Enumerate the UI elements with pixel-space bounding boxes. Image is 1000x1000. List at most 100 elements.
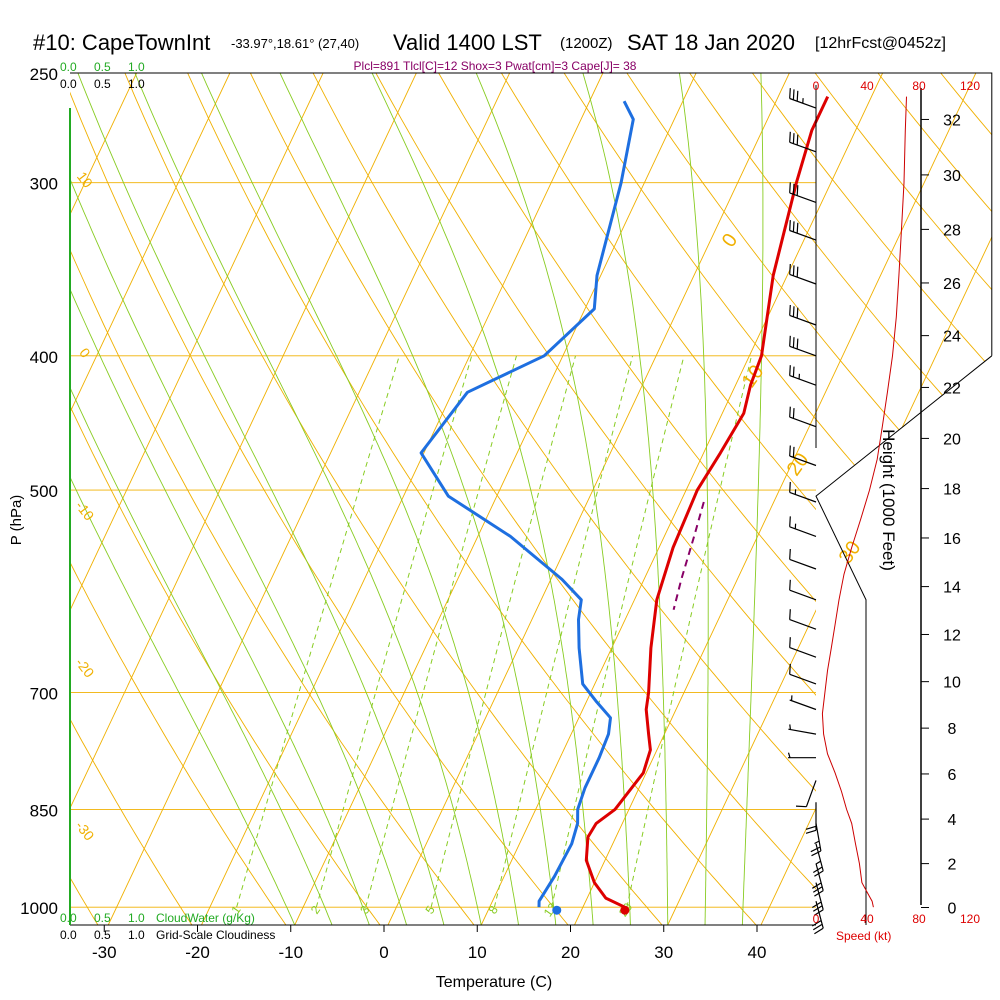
sounding-profiles bbox=[419, 95, 830, 915]
station-title: #10: CapeTownInt bbox=[33, 30, 210, 55]
speed-tick-bottom: 0 bbox=[813, 912, 820, 926]
temperature-tick-label: -10 bbox=[278, 943, 303, 962]
cloudiness-tick-top: 0.5 bbox=[94, 77, 111, 91]
moist-adiabat-line bbox=[70, 73, 333, 925]
dry-adiabat-label: 10 bbox=[74, 169, 96, 191]
pressure-tick-label: 1000 bbox=[20, 899, 58, 918]
wind-barb bbox=[789, 335, 817, 357]
cloudiness-tick-top: 1.0 bbox=[128, 77, 145, 91]
y-axis-label: P (hPa) bbox=[8, 495, 25, 546]
height-tick-label: 24 bbox=[943, 329, 961, 346]
dry-adiabat-line bbox=[752, 73, 992, 925]
moist-adiabat-line bbox=[70, 73, 408, 925]
dry-adiabat-line bbox=[689, 73, 992, 925]
wind-barb bbox=[789, 88, 817, 109]
speed-scale-bottom: 0 40 80 120 Speed (kt) bbox=[813, 912, 981, 943]
height-tick-label: 8 bbox=[948, 721, 957, 738]
height-tick-label: 12 bbox=[943, 627, 961, 644]
wind-barb bbox=[789, 481, 817, 503]
mixing-ratio-line bbox=[551, 355, 685, 908]
dry-adiabat-line bbox=[70, 73, 193, 925]
isotherm-line bbox=[387, 73, 790, 925]
dry-adiabat-line bbox=[249, 73, 851, 925]
wind-barb bbox=[810, 823, 822, 857]
mixing-ratio-line bbox=[626, 355, 752, 908]
mixing-ratio-line bbox=[315, 355, 473, 908]
wind-barb bbox=[789, 579, 817, 601]
forecast-date: SAT 18 Jan 2020 bbox=[627, 30, 795, 55]
temperature-tick-label: 30 bbox=[654, 943, 673, 962]
isotherm-line bbox=[853, 73, 992, 925]
cloudwater-tick-bottom: 0.0 bbox=[60, 911, 77, 925]
mixing-ratio-line bbox=[236, 355, 400, 908]
moist-adiabat-line bbox=[201, 73, 519, 925]
height-tick-label: 4 bbox=[948, 812, 957, 829]
moist-adiabat-line bbox=[70, 73, 370, 925]
dry-adiabat-line bbox=[940, 73, 992, 925]
height-tick-label: 20 bbox=[943, 431, 961, 448]
wind-barb bbox=[789, 637, 817, 658]
wind-barb bbox=[788, 724, 817, 735]
height-tick-label: 2 bbox=[948, 857, 957, 874]
cloudwater-tick-bottom: 0.5 bbox=[94, 911, 111, 925]
temperature-tick-label: 10 bbox=[468, 943, 487, 962]
dry-adiabat-line bbox=[375, 73, 992, 925]
wind-barb bbox=[789, 695, 817, 711]
mixing-ratio-line bbox=[365, 355, 517, 908]
height-tick-label: 22 bbox=[943, 380, 961, 397]
wind-barb bbox=[789, 220, 817, 241]
moist-adiabat-line bbox=[70, 119, 296, 925]
utc-time: (1200Z) bbox=[560, 35, 613, 52]
dry-adiabat-line bbox=[187, 73, 757, 925]
speed-tick-bottom: 120 bbox=[960, 912, 980, 926]
wind-barb bbox=[789, 182, 817, 203]
height-tick-label: 30 bbox=[943, 168, 961, 185]
dry-adiabat-line bbox=[124, 73, 663, 925]
wind-barb bbox=[789, 548, 817, 570]
wind-barb bbox=[811, 901, 824, 935]
mixing-ratio-label: 2 bbox=[308, 903, 323, 917]
wind-barb bbox=[787, 752, 816, 759]
wind-barb bbox=[789, 406, 817, 428]
pressure-tick-label: 400 bbox=[30, 348, 58, 367]
cloudwater-tick-top: 0.0 bbox=[60, 60, 77, 74]
height-tick-label: 28 bbox=[943, 222, 961, 239]
height-tick-label: 6 bbox=[948, 767, 957, 784]
isotherm-line bbox=[480, 73, 884, 925]
speed-tick-top: 0 bbox=[813, 79, 820, 93]
temperature-tick-label: 0 bbox=[379, 943, 388, 962]
cloudiness-tick-bottom: 0.0 bbox=[60, 928, 77, 942]
dry-adiabat-line bbox=[0, 73, 4, 925]
grid-lines bbox=[0, 73, 992, 925]
moist-adiabat-line bbox=[678, 73, 709, 925]
dewpoint-line bbox=[419, 100, 635, 908]
cloudiness-tick-bottom: 0.5 bbox=[94, 928, 111, 942]
station-coords: -33.97°,18.61° (27,40) bbox=[231, 36, 359, 51]
speed-tick-bottom: 40 bbox=[860, 912, 874, 926]
height-tick-label: 32 bbox=[943, 112, 961, 129]
mixing-ratio-line bbox=[430, 355, 576, 908]
height-tick-label: 0 bbox=[948, 901, 957, 918]
cloud-legend-top: 0.0 0.5 1.0 0.0 0.5 1.0 bbox=[60, 60, 145, 91]
temperature-line bbox=[584, 95, 830, 909]
speed-tick-top: 120 bbox=[960, 79, 980, 93]
x-axis-label: Temperature (C) bbox=[436, 974, 552, 991]
wind-barb bbox=[795, 780, 817, 808]
wind-barb bbox=[789, 365, 817, 386]
dry-adiabat-label: -10 bbox=[72, 498, 97, 524]
temperature-tick-label: 20 bbox=[561, 943, 580, 962]
pressure-tick-label: 250 bbox=[30, 65, 58, 84]
temperature-tick-label: -20 bbox=[185, 943, 210, 962]
wind-panel bbox=[787, 85, 993, 935]
isotherm-line bbox=[70, 73, 417, 925]
cloudiness-label: Grid-Scale Cloudiness bbox=[156, 928, 275, 942]
speed-tick-bottom: 80 bbox=[912, 912, 926, 926]
dry-adiabat-label: -20 bbox=[72, 655, 97, 681]
wind-barb bbox=[789, 609, 817, 630]
cloudwater-tick-top: 1.0 bbox=[128, 60, 145, 74]
dry-adiabat-line bbox=[70, 73, 475, 925]
isotherm-line bbox=[294, 73, 697, 925]
